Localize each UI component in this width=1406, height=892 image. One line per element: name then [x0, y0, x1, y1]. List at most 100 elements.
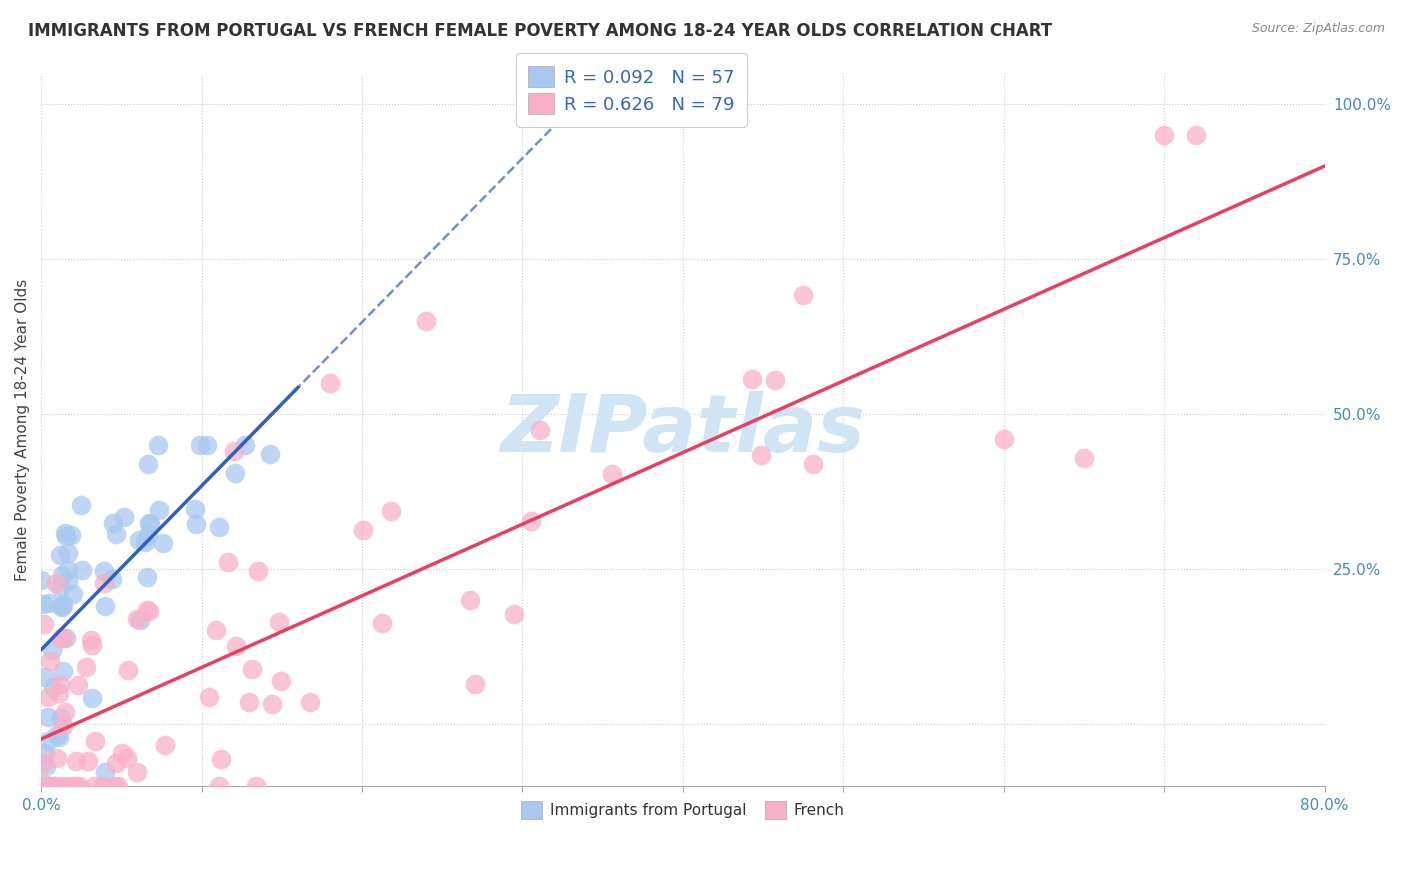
Point	[138, 516, 160, 530]
Point	[52, 664, 75, 678]
Point	[139, 517, 162, 532]
Point	[44, 780, 66, 794]
Point	[44, 780, 66, 794]
Point	[49, 580, 72, 594]
Point	[39, 654, 62, 668]
Point	[204, 623, 226, 637]
Point	[49, 599, 72, 613]
Point	[77, 754, 100, 768]
Point	[83, 733, 105, 747]
Point	[246, 564, 269, 578]
Point	[105, 756, 128, 770]
Point	[146, 438, 169, 452]
Point	[238, 695, 260, 709]
Point	[49, 631, 72, 645]
Point	[188, 438, 211, 452]
Point	[55, 529, 77, 543]
Point	[107, 780, 129, 794]
Point	[152, 535, 174, 549]
Point	[233, 438, 256, 452]
Point	[67, 780, 90, 794]
Point	[801, 457, 824, 471]
Point	[37, 780, 59, 794]
Point	[259, 447, 281, 461]
Point	[101, 573, 124, 587]
Point	[37, 690, 59, 704]
Point	[184, 502, 207, 516]
Point	[128, 533, 150, 548]
Point	[38, 596, 60, 610]
Point	[112, 510, 135, 524]
Point	[93, 576, 115, 591]
Point	[34, 670, 56, 684]
Point	[138, 604, 160, 618]
Point	[1153, 128, 1175, 142]
Y-axis label: Female Poverty Among 18-24 Year Olds: Female Poverty Among 18-24 Year Olds	[15, 278, 30, 581]
Point	[105, 527, 128, 541]
Point	[46, 751, 69, 765]
Point	[55, 631, 77, 645]
Point	[464, 677, 486, 691]
Point	[458, 592, 481, 607]
Point	[198, 690, 221, 704]
Point	[37, 709, 59, 723]
Point	[32, 597, 55, 611]
Point	[34, 759, 56, 773]
Point	[30, 573, 52, 587]
Point	[269, 615, 291, 629]
Legend: Immigrants from Portugal, French: Immigrants from Portugal, French	[515, 796, 851, 825]
Point	[37, 733, 59, 747]
Point	[56, 574, 79, 588]
Point	[240, 662, 263, 676]
Point	[136, 603, 159, 617]
Point	[125, 765, 148, 780]
Point	[65, 780, 87, 794]
Point	[62, 780, 84, 794]
Point	[136, 570, 159, 584]
Point	[245, 780, 267, 794]
Point	[111, 746, 134, 760]
Point	[208, 519, 231, 533]
Point	[51, 600, 73, 615]
Point	[82, 691, 104, 706]
Point	[83, 780, 105, 794]
Point	[136, 457, 159, 471]
Point	[93, 564, 115, 578]
Point	[117, 663, 139, 677]
Point	[46, 728, 69, 742]
Text: ZIPatlas: ZIPatlas	[501, 391, 865, 468]
Point	[195, 438, 218, 452]
Point	[225, 640, 247, 654]
Point	[62, 587, 84, 601]
Point	[31, 756, 53, 770]
Point	[32, 616, 55, 631]
Point	[51, 568, 73, 582]
Point	[52, 597, 75, 611]
Point	[60, 528, 83, 542]
Point	[134, 535, 156, 549]
Point	[90, 780, 112, 794]
Point	[41, 643, 63, 657]
Point	[67, 677, 90, 691]
Point	[1073, 450, 1095, 465]
Text: Source: ZipAtlas.com: Source: ZipAtlas.com	[1251, 22, 1385, 36]
Point	[34, 746, 56, 760]
Point	[55, 526, 77, 541]
Point	[136, 527, 159, 541]
Point	[1185, 128, 1208, 142]
Point	[45, 575, 67, 590]
Point	[79, 633, 101, 648]
Point	[103, 516, 125, 530]
Point	[49, 549, 72, 563]
Point	[224, 466, 246, 480]
Point	[352, 523, 374, 537]
Point	[80, 639, 103, 653]
Point	[217, 556, 239, 570]
Point	[600, 467, 623, 482]
Point	[48, 686, 70, 700]
Point	[38, 780, 60, 794]
Point	[94, 599, 117, 614]
Point	[115, 751, 138, 765]
Point	[127, 612, 149, 626]
Point	[319, 376, 342, 391]
